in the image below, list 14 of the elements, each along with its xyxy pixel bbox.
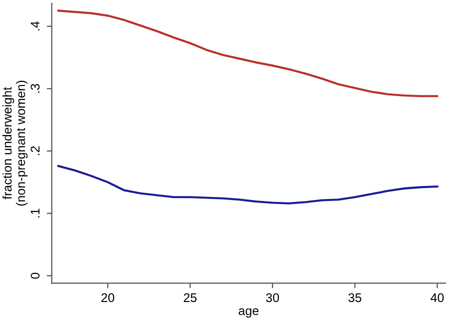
y-tick-label: .4: [30, 21, 40, 30]
y-tick-label: 0: [30, 272, 40, 279]
x-tick-label: 30: [266, 293, 279, 302]
x-tick-label: 20: [101, 293, 114, 302]
x-tick-label: 35: [348, 293, 362, 302]
line-series: [57, 164, 438, 204]
y-axis-title: fraction underweight (non-pregnant women): [2, 80, 28, 206]
x-tick-label: 40: [430, 293, 444, 302]
line-series: [57, 10, 438, 98]
y-tick-label: .1: [30, 208, 40, 218]
y-tick-label: .2: [30, 146, 40, 156]
x-tick-label: 25: [184, 293, 197, 302]
y-tick-label: .3: [30, 84, 40, 93]
x-axis-title: age: [238, 308, 258, 318]
